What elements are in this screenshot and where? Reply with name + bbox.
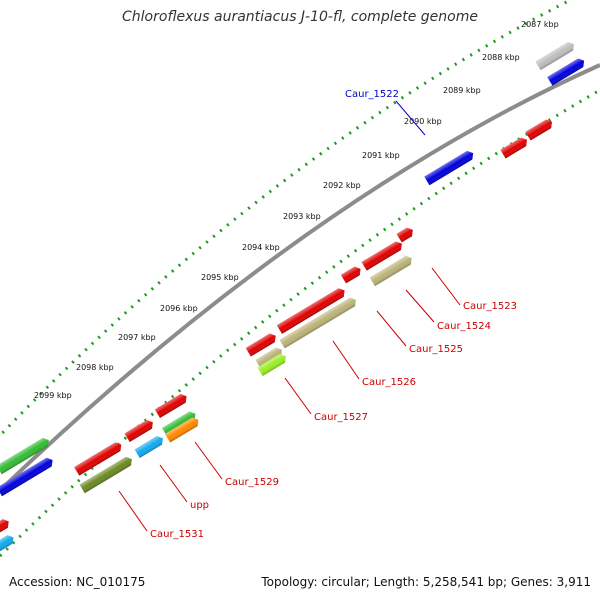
accession-text: Accession: NC_010175: [9, 575, 146, 589]
gene-red-c: [396, 227, 413, 243]
map-title: Chloroflexus aurantiacus J-10-fl, comple…: [122, 9, 478, 25]
gene-label-5: Caur_1527: [314, 412, 368, 423]
gene-caur-1527b: [257, 354, 286, 377]
leader-line-4: [332, 340, 360, 380]
tick-label-7: 2094 kbp: [242, 243, 280, 252]
gene-red-g: [245, 333, 276, 357]
tick-label-2: 2089 kbp: [443, 86, 481, 95]
gene-label-8: Caur_1531: [150, 529, 204, 540]
genome-summary-text: Topology: circular; Length: 5,258,541 bp…: [261, 575, 591, 589]
gene-features: [0, 41, 585, 553]
gene-red-b: [500, 137, 528, 159]
tick-label-6: 2093 kbp: [283, 212, 321, 221]
leader-line-5: [284, 377, 312, 415]
outer-tick-ring: [0, 0, 574, 438]
gene-label-2: Caur_1524: [437, 321, 491, 332]
tick-label-9: 2096 kbp: [160, 304, 198, 313]
gene-red-i: [124, 420, 153, 443]
gene-caur-1522: [424, 150, 474, 186]
gene-green-left: [0, 437, 49, 475]
gene-label-4: Caur_1526: [362, 377, 416, 388]
gene-caur-1527a: [255, 347, 283, 369]
gene-cyan-left: [0, 535, 14, 553]
gene-caur-1523: [369, 255, 412, 287]
gene-red-j: [74, 442, 122, 476]
gene-label-7: upp: [190, 500, 209, 511]
tick-label-0: 2087 kbp: [521, 20, 559, 29]
gene-gray-top: [535, 41, 575, 71]
tick-label-4: 2091 kbp: [362, 151, 400, 160]
kbp-tick-labels: 2087 kbp 2088 kbp 2089 kbp 2090 kbp 2091 kbp…: [34, 20, 559, 400]
gene-upp: [134, 436, 163, 459]
gene-caur-1525: [279, 297, 356, 349]
gene-red-a: [525, 119, 553, 141]
tick-label-10: 2097 kbp: [118, 333, 156, 342]
leader-line-7: [159, 464, 188, 503]
gene-caur-1529b: [164, 417, 199, 443]
gene-label-0: Caur_1522: [345, 89, 399, 100]
gene-red-left: [0, 519, 9, 535]
gene-label-3: Caur_1525: [409, 344, 463, 355]
tick-label-5: 2092 kbp: [323, 181, 361, 190]
gene-caur-1531: [79, 456, 132, 494]
gene-blue-left: [0, 457, 53, 497]
gene-red-h: [154, 394, 187, 419]
tick-label-3: 2090 kbp: [404, 117, 442, 126]
leader-line-1: [431, 267, 461, 306]
tick-label-12: 2099 kbp: [34, 391, 72, 400]
leader-line-0: [395, 100, 426, 136]
gene-caur-1529a: [161, 411, 196, 437]
tick-label-1: 2088 kbp: [482, 53, 520, 62]
leader-line-2: [405, 289, 435, 323]
label-leader-lines: [118, 100, 461, 532]
leader-line-8: [118, 490, 148, 532]
gene-label-1: Caur_1523: [463, 301, 517, 312]
tick-label-11: 2098 kbp: [76, 363, 114, 372]
leader-line-3: [376, 310, 407, 347]
gene-label-6: Caur_1529: [225, 477, 279, 488]
tick-label-8: 2095 kbp: [201, 273, 239, 282]
gene-labels: Caur_1522 Caur_1523 Caur_1524 Caur_1525 Caur…: [150, 89, 517, 540]
gene-red-e: [340, 266, 361, 284]
gene-blue-top: [547, 58, 585, 86]
genome-backbone: [0, 63, 600, 494]
gene-red-f: [276, 288, 345, 334]
gene-red-d: [361, 241, 402, 271]
leader-line-6: [194, 441, 223, 480]
